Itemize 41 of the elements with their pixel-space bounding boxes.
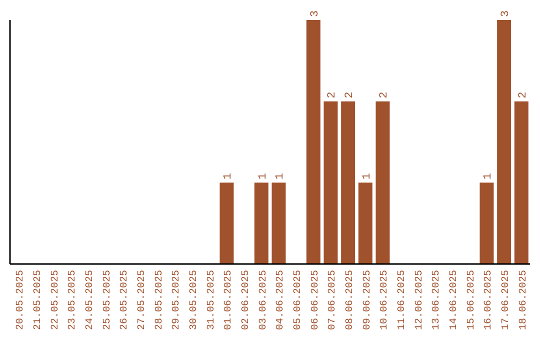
x-tick-label: 14.06.2025 — [449, 270, 460, 330]
x-tick-label: 23.05.2025 — [68, 270, 79, 330]
x-tick-label: 28.05.2025 — [154, 270, 166, 330]
x-tick-label: 18.06.2025 — [518, 270, 530, 330]
data-label: 1 — [274, 172, 287, 180]
data-label: 3 — [500, 10, 512, 17]
x-tick-label: 31.05.2025 — [206, 270, 218, 330]
x-tick-label: 22.05.2025 — [50, 270, 62, 330]
x-tick-label: 07.06.2025 — [328, 270, 339, 330]
data-label: 2 — [326, 92, 339, 98]
x-tick-label: 02.06.2025 — [241, 270, 252, 330]
x-tick-label: 11.06.2025 — [397, 270, 408, 330]
x-tick-label: 04.06.2025 — [276, 270, 287, 330]
x-tick-label: 29.05.2025 — [172, 270, 183, 330]
data-label: 1 — [222, 172, 235, 180]
x-tick-label: 20.05.2025 — [16, 270, 27, 330]
x-tick-label: 17.06.2025 — [501, 270, 512, 330]
x-tick-label: 16.06.2025 — [484, 270, 495, 330]
x-tick-label: 08.06.2025 — [345, 270, 356, 330]
data-label: 3 — [309, 10, 322, 17]
x-tick-label: 01.06.2025 — [224, 270, 235, 330]
x-tick-label: 27.05.2025 — [137, 270, 148, 330]
x-tick-label: 12.06.2025 — [414, 270, 426, 330]
data-label: 2 — [517, 92, 530, 98]
data-label: 1 — [482, 172, 495, 180]
x-tick-label: 25.05.2025 — [102, 270, 114, 330]
x-tick-label: 03.06.2025 — [258, 270, 270, 330]
x-tick-label: 21.05.2025 — [33, 270, 44, 330]
x-tick-label: 13.06.2025 — [432, 270, 443, 330]
data-label: 2 — [378, 92, 391, 98]
data-label: 2 — [344, 92, 356, 98]
x-tick-label: 24.05.2025 — [85, 270, 96, 330]
data-label: 1 — [257, 172, 270, 180]
data-label: 1 — [361, 172, 374, 180]
x-tick-label: 06.06.2025 — [310, 270, 322, 330]
x-tick-label: 09.06.2025 — [362, 270, 374, 330]
x-tick-label: 10.06.2025 — [380, 270, 391, 330]
x-tick-label: 15.06.2025 — [466, 270, 478, 330]
x-tick-label: 26.05.2025 — [120, 270, 131, 330]
x-tick-label: 30.05.2025 — [189, 270, 200, 330]
x-tick-label: 05.06.2025 — [293, 270, 304, 330]
